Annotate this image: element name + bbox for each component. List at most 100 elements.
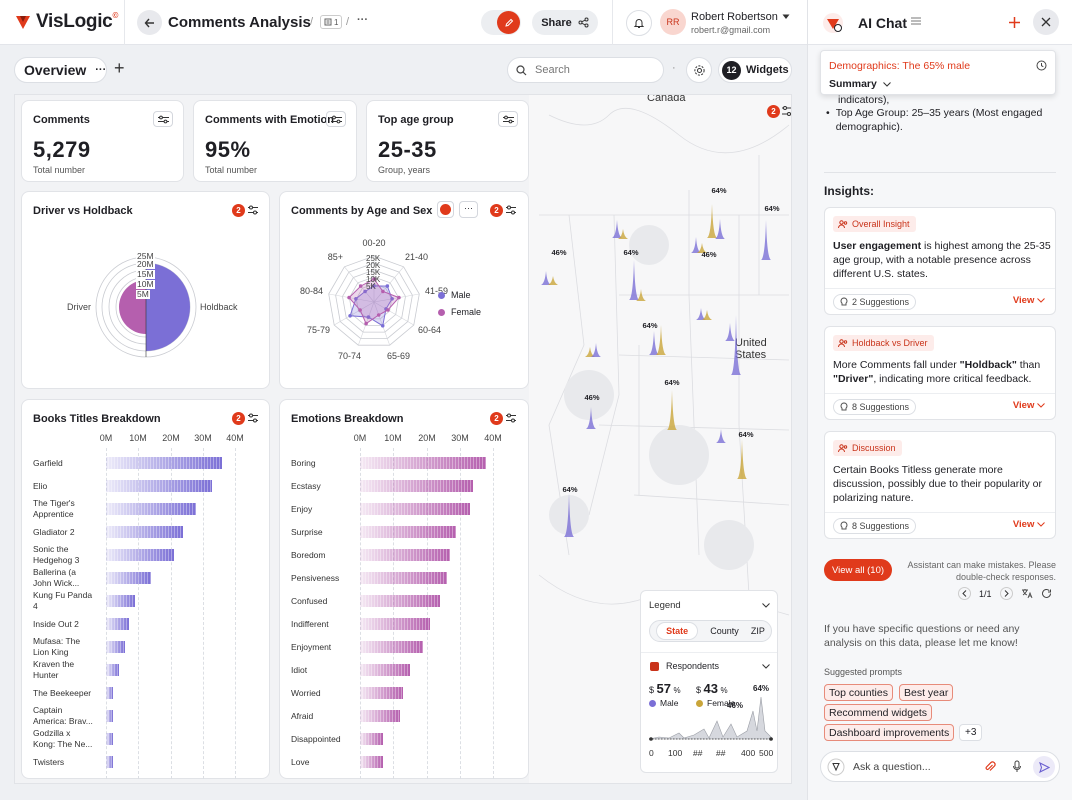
map-peak[interactable]	[737, 439, 747, 479]
bar[interactable]	[360, 618, 430, 630]
bar[interactable]	[106, 687, 113, 699]
bar[interactable]	[360, 457, 487, 469]
view-insight-link[interactable]: View	[1013, 295, 1045, 306]
refresh-icon[interactable]	[1041, 588, 1052, 599]
share-button[interactable]: Share	[532, 10, 598, 35]
bar[interactable]	[106, 641, 126, 653]
radar-point[interactable]	[354, 297, 358, 301]
map-peak[interactable]	[702, 310, 712, 320]
map-peak[interactable]	[612, 220, 622, 238]
add-tab-button[interactable]: +	[114, 58, 125, 78]
send-button[interactable]	[1033, 756, 1055, 778]
radar-point[interactable]	[397, 295, 401, 300]
filter-button[interactable]	[498, 111, 518, 127]
chevron-down-icon[interactable]	[762, 603, 770, 608]
bar[interactable]	[106, 457, 223, 469]
books-titles-card[interactable]: Books Titles Breakdown 2 0M 10M 20M 30M 40M G…	[21, 399, 270, 779]
widgets-button[interactable]: 12 Widgets	[718, 57, 792, 83]
more-prompts-chip[interactable]: +3	[959, 724, 983, 741]
map-peak[interactable]	[707, 204, 717, 238]
filter-icon[interactable]	[505, 204, 517, 216]
prompt-top-counties[interactable]: Top counties	[824, 684, 893, 701]
map-peak[interactable]	[618, 229, 628, 239]
radar-point[interactable]	[372, 277, 376, 281]
map-peak[interactable]	[649, 331, 659, 355]
bar[interactable]	[360, 595, 440, 607]
radar-point[interactable]	[390, 297, 394, 301]
radar-point[interactable]	[347, 295, 351, 300]
bar[interactable]	[360, 572, 447, 584]
radar-point[interactable]	[364, 321, 368, 326]
prev-page-button[interactable]	[958, 587, 971, 600]
bar[interactable]	[106, 572, 152, 584]
prompt-dashboard-improvements[interactable]: Dashboard improvements	[824, 724, 955, 741]
settings-button[interactable]	[686, 57, 712, 83]
bar[interactable]	[106, 618, 129, 630]
map-peak[interactable]	[636, 289, 646, 301]
filter-button[interactable]	[326, 111, 346, 127]
kpi-card-age-group[interactable]: Top age group 25-35 Group, years	[366, 100, 529, 182]
radar-point[interactable]	[358, 284, 363, 288]
filter-icon[interactable]	[247, 204, 259, 216]
alert-icon[interactable]	[437, 201, 454, 218]
radar-point[interactable]	[376, 313, 381, 317]
avatar[interactable]: RR	[660, 9, 686, 35]
insight-card[interactable]: Discussion Certain Books Titless generat…	[824, 431, 1056, 539]
plus-icon[interactable]	[1008, 16, 1021, 29]
prompt-recommend-widgets[interactable]: Recommend widgets	[824, 704, 933, 721]
tab-more-button[interactable]: ···	[95, 64, 107, 76]
radar-point[interactable]	[386, 308, 390, 312]
insight-card[interactable]: Holdback vs Driver More Comments fall un…	[824, 326, 1056, 420]
radar-point[interactable]	[366, 315, 371, 319]
prompt-best-year[interactable]: Best year	[899, 684, 954, 701]
view-all-button[interactable]: View all (10)	[824, 559, 892, 581]
male-series[interactable]	[349, 285, 393, 327]
map-peak[interactable]	[731, 315, 741, 375]
card-more-button[interactable]: ···	[459, 201, 478, 218]
suggestions-chip[interactable]: 8 Suggestions	[833, 518, 917, 534]
radar-point[interactable]	[363, 289, 367, 294]
bar[interactable]	[360, 480, 473, 492]
holdback-slice[interactable]	[146, 263, 190, 351]
bar[interactable]	[106, 526, 184, 538]
radar-point[interactable]	[358, 308, 362, 312]
map-peak[interactable]	[667, 390, 677, 430]
map-peak[interactable]	[725, 323, 735, 341]
respondents-checkbox[interactable]	[650, 662, 659, 671]
bar[interactable]	[106, 480, 213, 492]
radar-point[interactable]	[380, 324, 385, 328]
list-icon[interactable]	[910, 17, 922, 27]
map-peak[interactable]	[691, 237, 701, 253]
tab-zip[interactable]: ZIP	[750, 626, 765, 636]
breadcrumb-page-chip[interactable]: 1	[320, 15, 343, 29]
radar-point[interactable]	[372, 284, 376, 288]
map-peak[interactable]	[697, 243, 707, 253]
kpi-card-comments[interactable]: Comments 5,279 Total number	[21, 100, 184, 182]
radar-point[interactable]	[385, 284, 390, 288]
next-page-button[interactable]	[999, 587, 1013, 600]
search-input[interactable]: Search	[507, 57, 664, 83]
edit-toggle[interactable]	[481, 10, 521, 35]
back-button[interactable]	[137, 10, 162, 35]
female-series[interactable]	[348, 278, 400, 325]
chat-input[interactable]: Ask a question...	[820, 751, 1060, 782]
bar[interactable]	[360, 733, 384, 745]
bar[interactable]	[106, 595, 135, 607]
tab-county[interactable]: County	[710, 626, 739, 636]
notifications-button[interactable]	[626, 10, 652, 36]
filter-icon[interactable]	[505, 412, 517, 424]
view-insight-link[interactable]: View	[1013, 519, 1045, 530]
suggestions-chip[interactable]: 8 Suggestions	[833, 399, 917, 415]
map-peak[interactable]	[548, 276, 558, 285]
radar-point[interactable]	[348, 314, 352, 318]
map-filter-icon[interactable]	[781, 105, 792, 117]
demographics-popup[interactable]: Demographics: The 65% male Summary	[820, 50, 1056, 95]
age-sex-card[interactable]: Comments by Age and Sex ··· 2 00-20 21-40…	[279, 191, 529, 389]
ai-sparkle-icon[interactable]	[827, 758, 845, 776]
more-button[interactable]: ···	[357, 14, 368, 26]
map-peak[interactable]	[591, 343, 601, 357]
map-peak[interactable]	[541, 271, 551, 285]
map-peak[interactable]	[585, 347, 595, 357]
tab-overview[interactable]: Overview ···	[14, 57, 107, 83]
radar-point[interactable]	[381, 289, 385, 294]
